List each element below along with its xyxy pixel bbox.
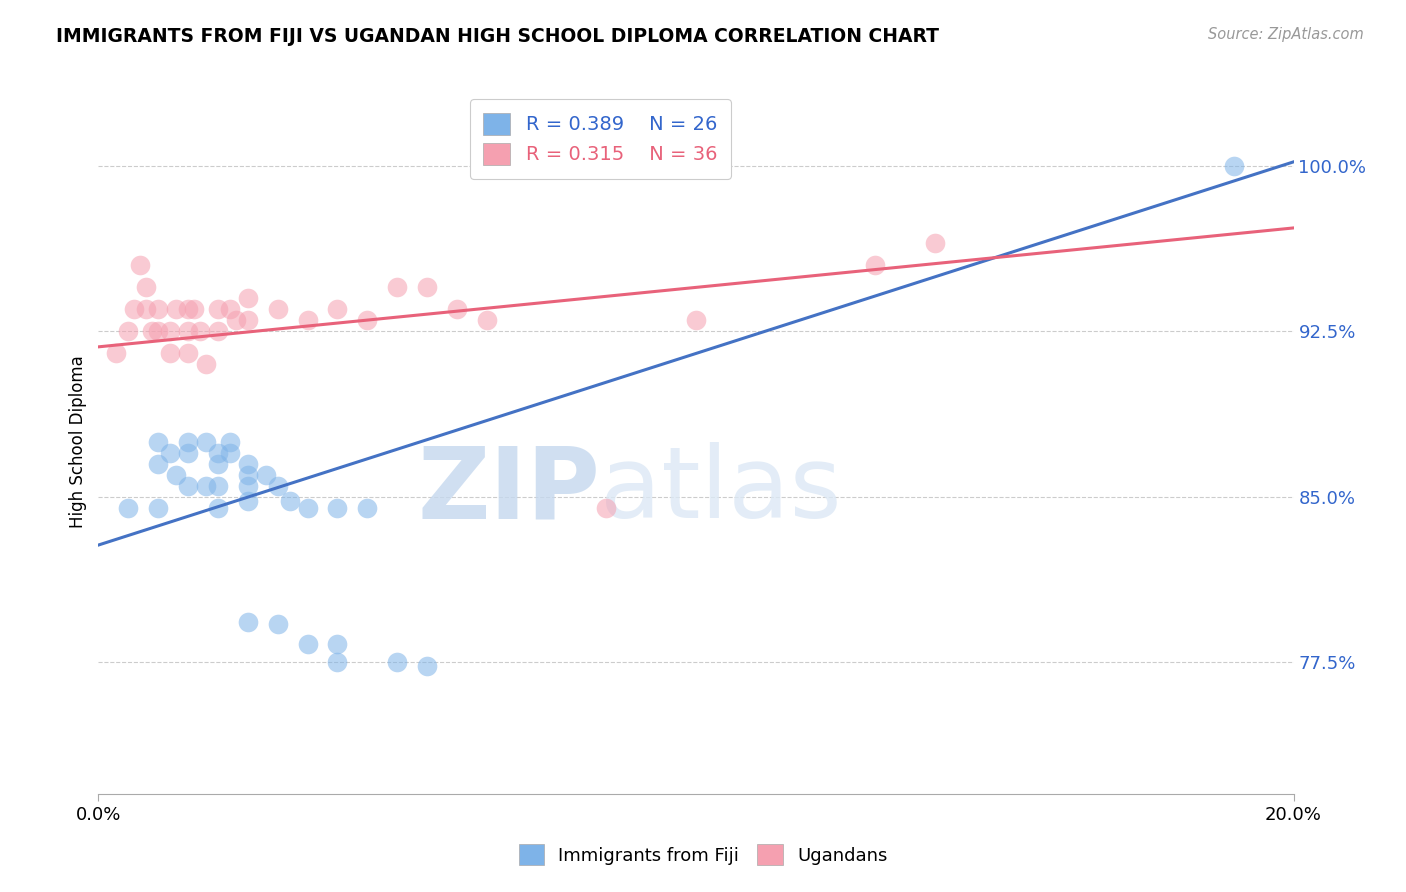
Point bbox=[297, 500, 319, 515]
Point bbox=[236, 494, 259, 508]
Legend: Immigrants from Fiji, Ugandans: Immigrants from Fiji, Ugandans bbox=[509, 835, 897, 874]
Point bbox=[141, 325, 163, 339]
Point bbox=[236, 313, 259, 327]
Point bbox=[416, 280, 439, 294]
Point bbox=[148, 457, 170, 471]
Point bbox=[207, 302, 229, 317]
Point bbox=[207, 445, 229, 459]
Point bbox=[236, 457, 259, 471]
Point bbox=[148, 434, 170, 449]
Point bbox=[326, 637, 349, 651]
Point bbox=[135, 302, 157, 317]
Point bbox=[267, 478, 290, 492]
Point bbox=[207, 478, 229, 492]
Point bbox=[225, 313, 247, 327]
Point bbox=[177, 325, 200, 339]
Point bbox=[446, 302, 468, 317]
Point bbox=[416, 659, 439, 673]
Point bbox=[124, 302, 146, 317]
Point bbox=[267, 617, 290, 632]
Point bbox=[177, 434, 200, 449]
Point bbox=[254, 467, 277, 482]
Point bbox=[595, 500, 617, 515]
Point bbox=[148, 302, 170, 317]
Point bbox=[165, 302, 187, 317]
Point bbox=[148, 325, 170, 339]
Point bbox=[326, 302, 349, 317]
Point bbox=[385, 655, 409, 669]
Point bbox=[326, 655, 349, 669]
Point bbox=[177, 302, 200, 317]
Point bbox=[135, 280, 157, 294]
Point bbox=[188, 325, 211, 339]
Point bbox=[195, 434, 218, 449]
Point bbox=[177, 445, 200, 459]
Point bbox=[326, 500, 349, 515]
Point bbox=[159, 346, 181, 360]
Text: IMMIGRANTS FROM FIJI VS UGANDAN HIGH SCHOOL DIPLOMA CORRELATION CHART: IMMIGRANTS FROM FIJI VS UGANDAN HIGH SCH… bbox=[56, 27, 939, 45]
Point bbox=[475, 313, 498, 327]
Point bbox=[385, 280, 409, 294]
Point bbox=[148, 500, 170, 515]
Point bbox=[195, 478, 218, 492]
Point bbox=[105, 346, 128, 360]
Point bbox=[177, 478, 200, 492]
Point bbox=[356, 313, 378, 327]
Point bbox=[159, 445, 181, 459]
Point bbox=[207, 457, 229, 471]
Point bbox=[236, 292, 259, 306]
Point bbox=[236, 615, 259, 629]
Point bbox=[117, 325, 139, 339]
Point bbox=[159, 325, 181, 339]
Text: atlas: atlas bbox=[600, 442, 842, 540]
Point bbox=[207, 325, 229, 339]
Point bbox=[117, 500, 139, 515]
Point bbox=[685, 313, 707, 327]
Y-axis label: High School Diploma: High School Diploma bbox=[69, 355, 87, 528]
Point bbox=[236, 478, 259, 492]
Text: ZIP: ZIP bbox=[418, 442, 600, 540]
Point bbox=[219, 302, 242, 317]
Point bbox=[195, 358, 218, 372]
Point bbox=[236, 467, 259, 482]
Point bbox=[267, 302, 290, 317]
Point bbox=[219, 434, 242, 449]
Point bbox=[165, 467, 187, 482]
Point bbox=[278, 494, 301, 508]
Point bbox=[177, 346, 200, 360]
Point bbox=[183, 302, 205, 317]
Point bbox=[219, 445, 242, 459]
Point bbox=[1223, 159, 1246, 173]
Text: Source: ZipAtlas.com: Source: ZipAtlas.com bbox=[1208, 27, 1364, 42]
Point bbox=[297, 637, 319, 651]
Point bbox=[129, 258, 152, 272]
Point bbox=[865, 258, 887, 272]
Point bbox=[207, 500, 229, 515]
Point bbox=[924, 236, 946, 251]
Legend: R = 0.389    N = 26, R = 0.315    N = 36: R = 0.389 N = 26, R = 0.315 N = 36 bbox=[470, 99, 731, 178]
Point bbox=[297, 313, 319, 327]
Point bbox=[356, 500, 378, 515]
